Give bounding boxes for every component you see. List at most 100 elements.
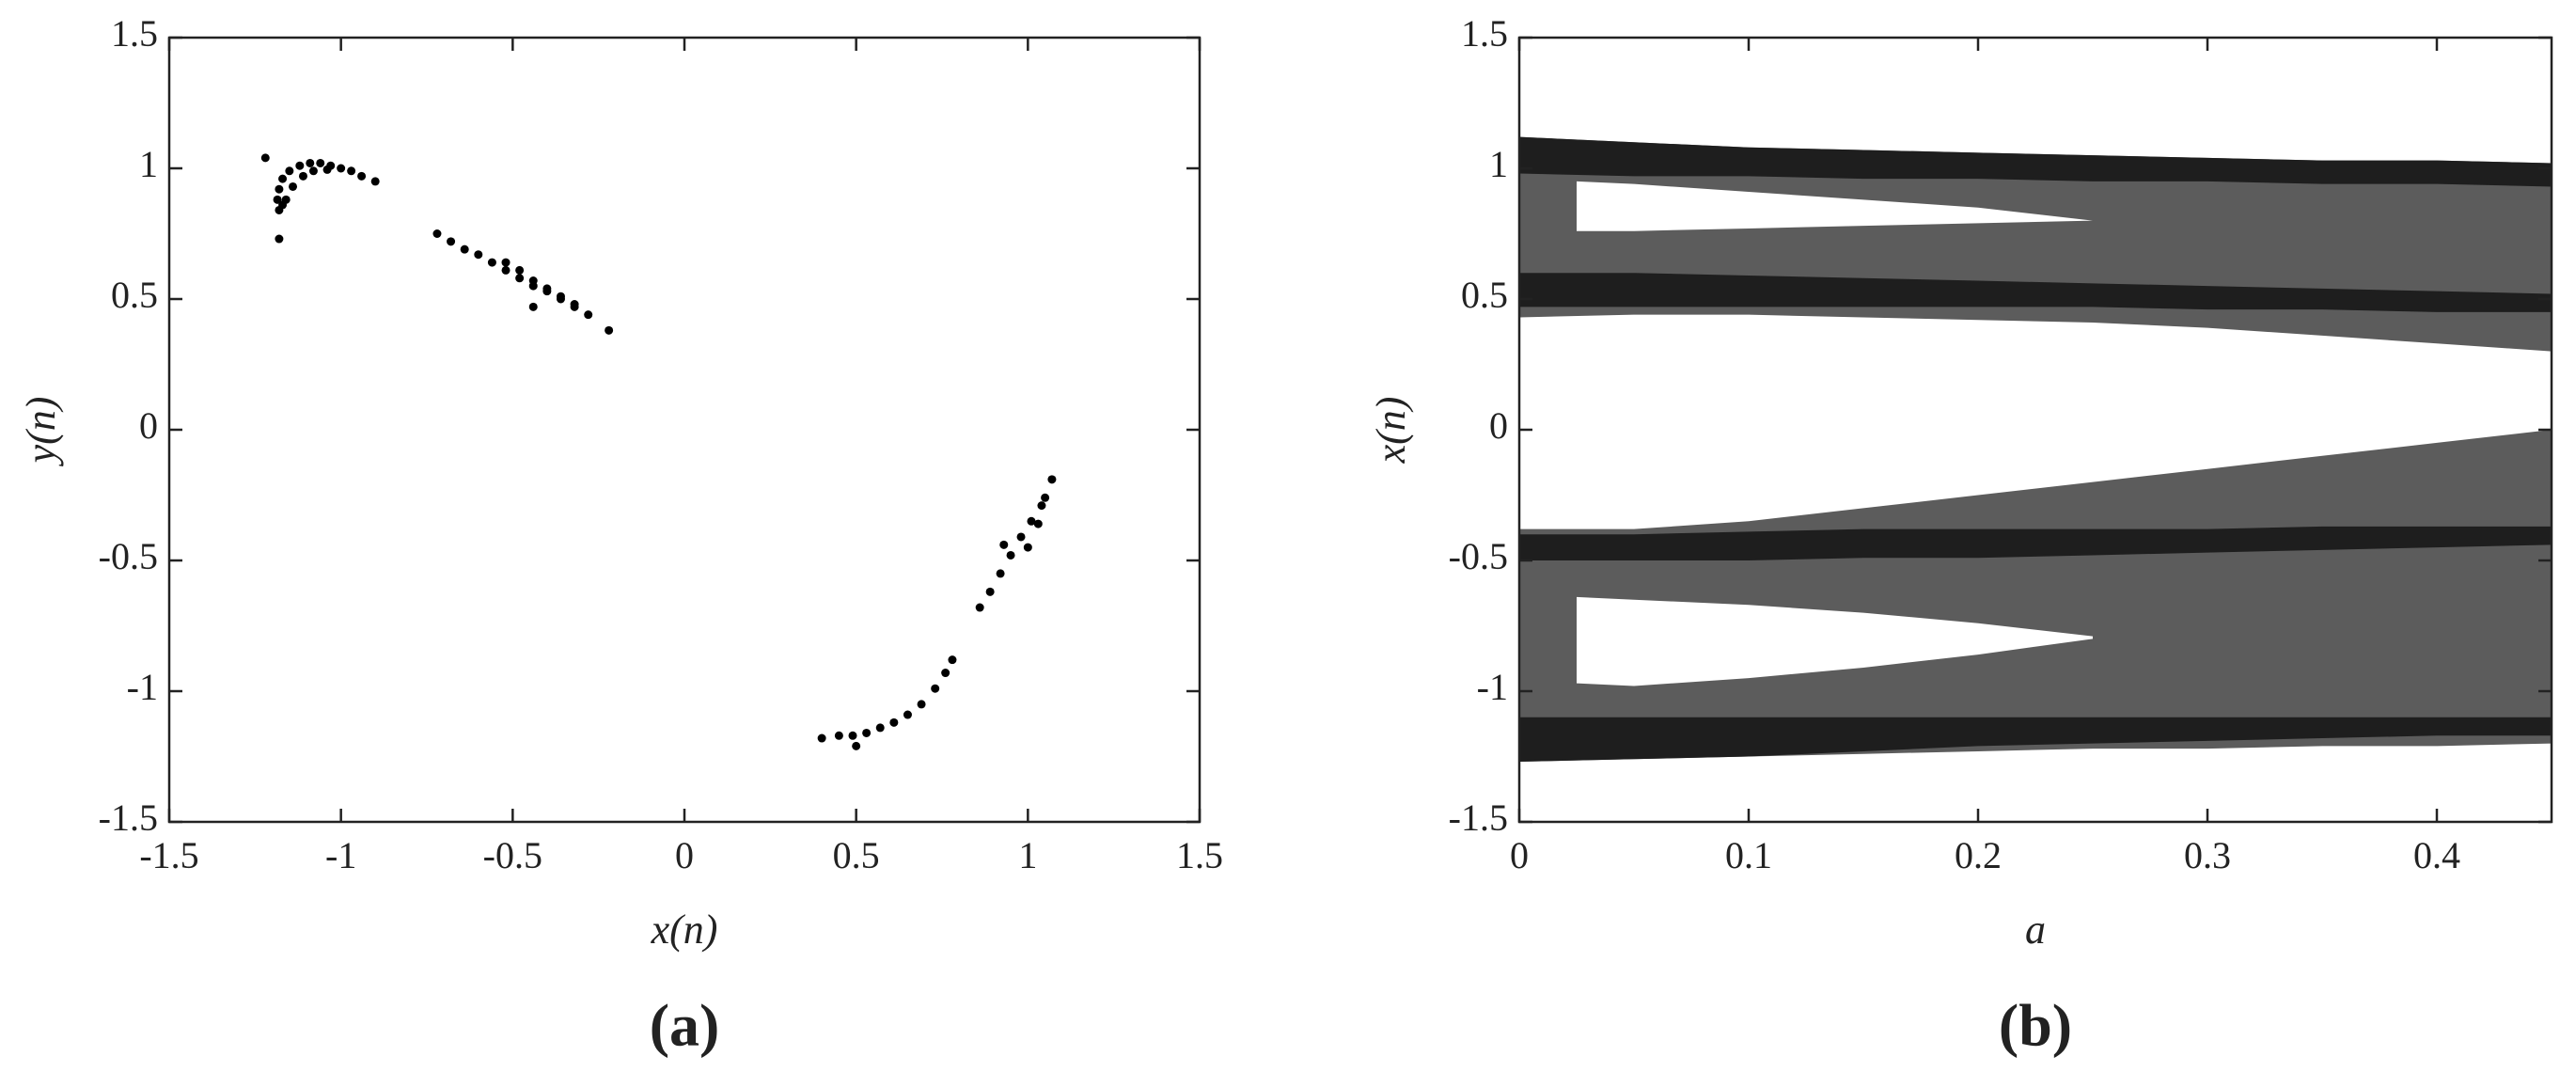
- y-tick-label: -1: [127, 666, 158, 708]
- y-tick-label: 1: [139, 143, 158, 185]
- point: [308, 166, 318, 176]
- point: [570, 300, 579, 309]
- point: [501, 265, 510, 275]
- x-tick-label: 0.2: [1955, 834, 2002, 876]
- point: [1037, 501, 1046, 511]
- point: [1006, 550, 1015, 560]
- point: [605, 325, 614, 335]
- band-region: [1577, 181, 2093, 231]
- x-tick-label: 1: [1018, 834, 1037, 876]
- point: [584, 310, 593, 320]
- x-axis-label: a: [2025, 907, 2046, 953]
- point: [542, 284, 552, 293]
- point: [337, 164, 346, 173]
- point: [460, 244, 469, 254]
- y-tick-label: -0.5: [99, 535, 158, 577]
- point: [1027, 516, 1036, 526]
- x-tick-label: -0.5: [483, 834, 542, 876]
- x-tick-label: 0.1: [1725, 834, 1772, 876]
- point: [848, 731, 857, 740]
- panel-label: (b): [1999, 992, 2072, 1059]
- y-tick-label: 0: [139, 404, 158, 447]
- point: [941, 669, 950, 678]
- x-tick-label: 0.5: [833, 834, 880, 876]
- y-tick-label: -1: [1477, 666, 1508, 708]
- x-tick-label: 0: [675, 834, 694, 876]
- y-tick-label: -1.5: [1449, 796, 1508, 839]
- point: [275, 184, 284, 194]
- point: [903, 710, 912, 719]
- y-tick-label: 1.5: [111, 12, 158, 55]
- y-tick-label: 0.5: [1461, 274, 1508, 316]
- point: [275, 234, 284, 244]
- point: [273, 195, 282, 204]
- point: [306, 158, 315, 167]
- chart-panel: 0 0.1 0.2 0.3 0.4 -1.5 -1 -0.5 0 0.5 1 1.5 a x(n) (b): [1368, 12, 2553, 1059]
- y-tick-label: 0.5: [111, 274, 158, 316]
- point: [260, 153, 270, 163]
- y-axis-label: x(n): [1368, 397, 1414, 465]
- x-tick-label: -1.5: [139, 834, 198, 876]
- x-tick-label: 0.3: [2184, 834, 2231, 876]
- point: [347, 166, 356, 176]
- point: [931, 684, 940, 693]
- x-tick-label: -1: [325, 834, 356, 876]
- point: [834, 731, 843, 740]
- chart-panel: -1.5 -1 -0.5 0 0.5 1 1.5 -1.5 -1 -0.5 0 0.5 1 1.5 x(n)…: [18, 12, 1223, 1059]
- point: [295, 161, 305, 170]
- point: [917, 700, 926, 709]
- point: [528, 276, 538, 286]
- point: [1047, 475, 1057, 484]
- y-tick-label: 1.5: [1461, 12, 1508, 55]
- point: [999, 540, 1009, 549]
- y-axis-label: y(n): [18, 397, 64, 467]
- band-region: [1519, 430, 2552, 763]
- point: [985, 587, 995, 596]
- y-tick-label: -1.5: [99, 796, 158, 839]
- band-region: [1519, 717, 2552, 763]
- band-region: [1577, 596, 2093, 686]
- point: [447, 237, 456, 246]
- point: [996, 569, 1005, 578]
- point: [817, 733, 826, 743]
- panel-label: (a): [650, 992, 720, 1059]
- axes-frame: [167, 36, 1202, 824]
- point: [285, 166, 294, 176]
- point: [474, 250, 483, 260]
- x-axis-label: x(n): [651, 907, 718, 953]
- band-region: [1519, 136, 2552, 187]
- point: [1041, 493, 1050, 502]
- x-tick-label: 0: [1510, 834, 1529, 876]
- point: [948, 655, 957, 665]
- point: [528, 302, 538, 311]
- point: [975, 603, 984, 612]
- x-tick-label: 1.5: [1176, 834, 1223, 876]
- point: [322, 165, 332, 174]
- point: [501, 258, 510, 267]
- band-region: [1519, 273, 2552, 312]
- point: [370, 177, 380, 186]
- point: [862, 728, 872, 737]
- x-tick-label: 0.4: [2413, 834, 2460, 876]
- point: [1023, 543, 1032, 552]
- point: [515, 274, 525, 283]
- point: [875, 723, 885, 733]
- y-tick-label: 0: [1489, 404, 1508, 447]
- point: [298, 171, 307, 181]
- y-tick-label: 1: [1489, 143, 1508, 185]
- point: [487, 258, 496, 267]
- point: [852, 741, 861, 750]
- point: [281, 195, 291, 204]
- point: [1016, 532, 1026, 542]
- point: [515, 265, 525, 275]
- point: [289, 181, 298, 191]
- point: [432, 229, 442, 238]
- band-region: [1519, 526, 2552, 560]
- point: [1033, 519, 1043, 528]
- point: [889, 717, 899, 727]
- point: [357, 171, 367, 181]
- plot-area: [1519, 136, 2552, 763]
- point: [278, 174, 288, 183]
